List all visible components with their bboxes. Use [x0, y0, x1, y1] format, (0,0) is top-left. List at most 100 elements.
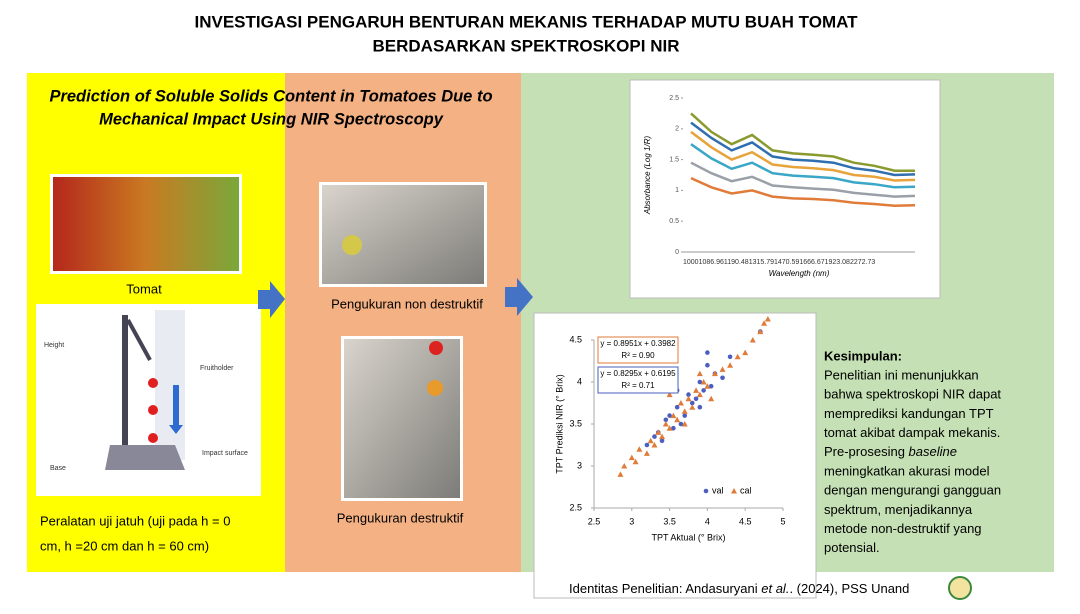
point	[674, 404, 680, 410]
legend-marker	[731, 488, 737, 494]
y-axis-label: Absorbance (Log 1/R)	[643, 136, 652, 216]
subtitle: Prediction of Soluble Solids Content in …	[49, 87, 492, 105]
y-axis-label: TPT Prediksi NIR (° Brix)	[554, 374, 564, 473]
y-tick-label: 4	[577, 376, 582, 386]
point	[621, 463, 628, 469]
logo	[948, 576, 972, 600]
point	[708, 383, 714, 389]
point	[652, 434, 657, 439]
point	[689, 400, 695, 406]
y-tick-label: 0	[675, 249, 679, 256]
y-tick-label: 2.5	[569, 502, 582, 512]
spectrum-line	[690, 176, 916, 208]
point	[685, 395, 692, 402]
point	[764, 316, 771, 322]
base	[105, 445, 185, 470]
title: BERDASARKAN SPEKTROSKOPI NIR	[373, 36, 680, 55]
footer: Identitas Penelitian: Andasuryani et al.…	[569, 581, 909, 596]
point	[704, 383, 711, 389]
ball	[148, 405, 158, 415]
subtitle: Mechanical Impact Using NIR Spectroscopy	[99, 110, 444, 128]
x-tick-label: 1000	[683, 259, 699, 266]
caption: Tomat	[126, 281, 162, 296]
point	[662, 421, 669, 427]
point	[689, 404, 696, 410]
point	[700, 379, 707, 385]
tomato	[342, 235, 362, 255]
equation-box	[597, 366, 679, 394]
point	[711, 370, 718, 377]
spectrum-chart	[629, 79, 941, 299]
point	[734, 353, 741, 360]
arrow	[505, 278, 533, 316]
point	[663, 417, 669, 423]
point	[720, 375, 725, 381]
y-tick-label: 2	[675, 126, 679, 133]
x-tick-label: 3	[629, 516, 634, 526]
point	[742, 349, 749, 356]
equation-box	[597, 336, 679, 364]
destructive-photo	[344, 339, 460, 498]
x-tick-label: 4.5	[739, 516, 752, 526]
arm	[126, 319, 152, 361]
tomato-photo	[53, 177, 239, 271]
arrow	[258, 281, 285, 318]
conclusion-line: spektrum, menjadikannya	[824, 502, 973, 517]
spectrum-line	[690, 161, 916, 198]
equation: R² = 0.71	[621, 381, 655, 390]
x-tick-label: 1923.08	[825, 259, 850, 266]
conclusion-heading: Kesimpulan:	[824, 348, 902, 363]
point	[757, 328, 764, 335]
stand	[122, 315, 128, 445]
point	[678, 421, 684, 427]
point	[682, 413, 688, 418]
x-tick-label: 3.5	[663, 516, 676, 526]
x-tick-label: 1190.48	[724, 259, 749, 266]
y-tick-label: 2.5	[669, 95, 679, 102]
spectrum-line	[690, 121, 916, 177]
point	[651, 442, 658, 448]
equation: y = 0.8295x + 0.6195	[600, 369, 676, 378]
conclusion-line: metode non-destruktif yang	[824, 521, 982, 536]
spectrum-line	[690, 143, 916, 189]
caption: cm, h =20 cm dan h = 60 cm)	[40, 538, 209, 553]
conclusion-line: meningkatkan akurasi model	[824, 463, 990, 478]
point	[644, 442, 650, 448]
point	[632, 458, 639, 465]
label: Base	[50, 465, 66, 472]
point	[727, 354, 733, 360]
point	[677, 400, 684, 406]
y-tick-label: 1.5	[669, 156, 679, 163]
point	[666, 425, 673, 431]
point	[696, 391, 703, 398]
equation: y = 0.8951x + 0.3982	[600, 339, 676, 348]
point	[628, 454, 635, 461]
x-tick-label: 2272.73	[850, 259, 875, 266]
point	[671, 425, 676, 431]
point	[761, 320, 768, 326]
legend-marker	[703, 488, 709, 494]
point	[681, 421, 688, 427]
point	[647, 437, 654, 444]
x-tick-label: 1086.96	[699, 259, 724, 266]
point	[674, 416, 681, 423]
point	[705, 350, 710, 355]
drop-arrow	[169, 425, 183, 434]
legend-label: val	[712, 485, 724, 495]
point	[636, 446, 643, 452]
point	[696, 370, 703, 377]
conclusion-line: Penelitian ini menunjukkan	[824, 367, 979, 382]
point	[659, 438, 665, 444]
conclusion-line: Pre-prosesing baseline	[824, 444, 957, 459]
point	[727, 362, 734, 368]
point	[666, 391, 673, 398]
conclusion-line: memprediksi kandungan TPT	[824, 406, 994, 421]
label: Impact surface	[202, 450, 248, 457]
conclusion-line: bahwa spektroskopi NIR dapat	[824, 387, 1001, 402]
conclusion-line: tomat akibat dampak mekanis.	[824, 425, 1000, 440]
caption: Pengukuran non destruktif	[331, 296, 483, 311]
y-tick-label: 3	[577, 460, 582, 470]
title: INVESTIGASI PENGARUH BENTURAN MEKANIS TE…	[194, 12, 858, 31]
y-tick-label: 0.5	[669, 218, 679, 225]
